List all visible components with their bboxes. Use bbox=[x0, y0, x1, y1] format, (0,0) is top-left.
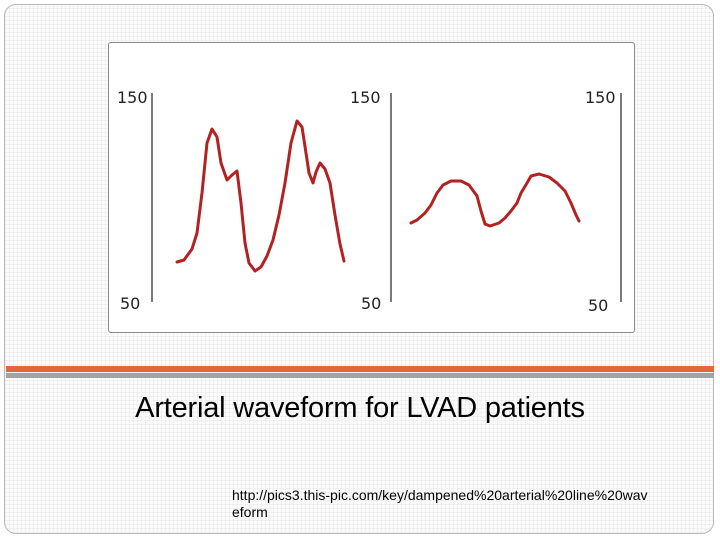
pulsatile-waveform bbox=[175, 119, 346, 273]
divider-orange bbox=[6, 366, 714, 372]
divider-gray bbox=[6, 373, 714, 378]
tick-label-top-3: 150 bbox=[585, 88, 616, 107]
waveform-image: 150 50 150 50 150 50 bbox=[108, 42, 635, 333]
source-url: http://pics3.this-pic.com/key/dampened%2… bbox=[232, 487, 648, 520]
tick-label-bottom-3: 50 bbox=[588, 296, 608, 315]
tick-label-bottom-1: 50 bbox=[120, 294, 140, 313]
dampened-waveform bbox=[409, 172, 581, 228]
waveform-svg: 150 50 150 50 150 50 bbox=[117, 88, 622, 315]
slide-title: Arterial waveform for LVAD patients bbox=[135, 392, 585, 424]
tick-label-top-2: 150 bbox=[350, 88, 381, 107]
tick-label-bottom-2: 50 bbox=[361, 294, 381, 313]
tick-label-top-1: 150 bbox=[117, 88, 148, 107]
